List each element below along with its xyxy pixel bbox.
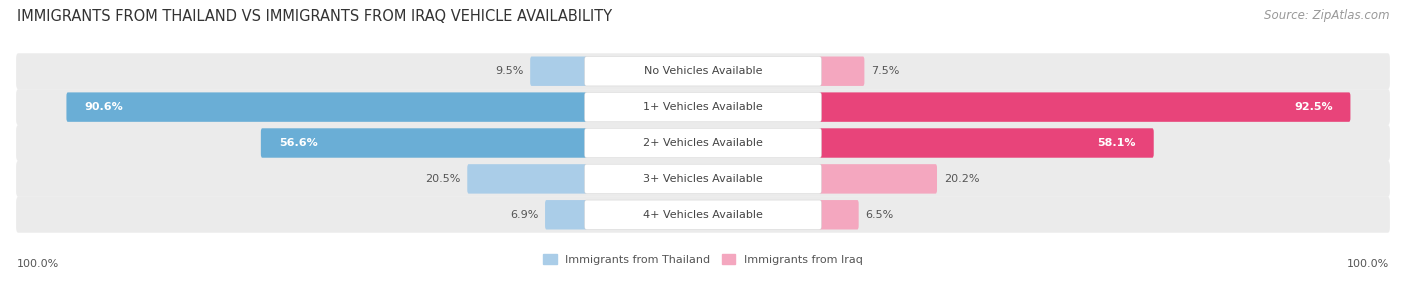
FancyBboxPatch shape: [530, 57, 588, 86]
FancyBboxPatch shape: [15, 161, 1391, 197]
Text: 9.5%: 9.5%: [495, 66, 523, 76]
FancyBboxPatch shape: [546, 200, 588, 229]
FancyBboxPatch shape: [818, 57, 865, 86]
FancyBboxPatch shape: [818, 164, 936, 194]
FancyBboxPatch shape: [15, 125, 1391, 161]
FancyBboxPatch shape: [585, 164, 821, 194]
FancyBboxPatch shape: [585, 92, 821, 122]
Text: Source: ZipAtlas.com: Source: ZipAtlas.com: [1264, 9, 1389, 21]
FancyBboxPatch shape: [818, 200, 859, 229]
Text: 20.2%: 20.2%: [943, 174, 980, 184]
Text: 1+ Vehicles Available: 1+ Vehicles Available: [643, 102, 763, 112]
Text: 3+ Vehicles Available: 3+ Vehicles Available: [643, 174, 763, 184]
FancyBboxPatch shape: [15, 89, 1391, 125]
Legend: Immigrants from Thailand, Immigrants from Iraq: Immigrants from Thailand, Immigrants fro…: [538, 250, 868, 269]
Text: 7.5%: 7.5%: [872, 66, 900, 76]
Text: 100.0%: 100.0%: [1347, 259, 1389, 269]
FancyBboxPatch shape: [15, 197, 1391, 233]
FancyBboxPatch shape: [585, 200, 821, 229]
Text: 56.6%: 56.6%: [278, 138, 318, 148]
Text: 92.5%: 92.5%: [1294, 102, 1333, 112]
Text: 100.0%: 100.0%: [17, 259, 59, 269]
Text: No Vehicles Available: No Vehicles Available: [644, 66, 762, 76]
FancyBboxPatch shape: [585, 128, 821, 158]
Text: 90.6%: 90.6%: [84, 102, 124, 112]
FancyBboxPatch shape: [15, 53, 1391, 89]
Text: 58.1%: 58.1%: [1097, 138, 1136, 148]
FancyBboxPatch shape: [66, 92, 588, 122]
FancyBboxPatch shape: [585, 57, 821, 86]
Text: 6.9%: 6.9%: [510, 210, 538, 220]
FancyBboxPatch shape: [818, 128, 1154, 158]
FancyBboxPatch shape: [262, 128, 588, 158]
FancyBboxPatch shape: [467, 164, 588, 194]
FancyBboxPatch shape: [818, 92, 1350, 122]
Text: IMMIGRANTS FROM THAILAND VS IMMIGRANTS FROM IRAQ VEHICLE AVAILABILITY: IMMIGRANTS FROM THAILAND VS IMMIGRANTS F…: [17, 9, 612, 23]
Text: 6.5%: 6.5%: [866, 210, 894, 220]
Text: 2+ Vehicles Available: 2+ Vehicles Available: [643, 138, 763, 148]
Text: 20.5%: 20.5%: [425, 174, 460, 184]
Text: 4+ Vehicles Available: 4+ Vehicles Available: [643, 210, 763, 220]
